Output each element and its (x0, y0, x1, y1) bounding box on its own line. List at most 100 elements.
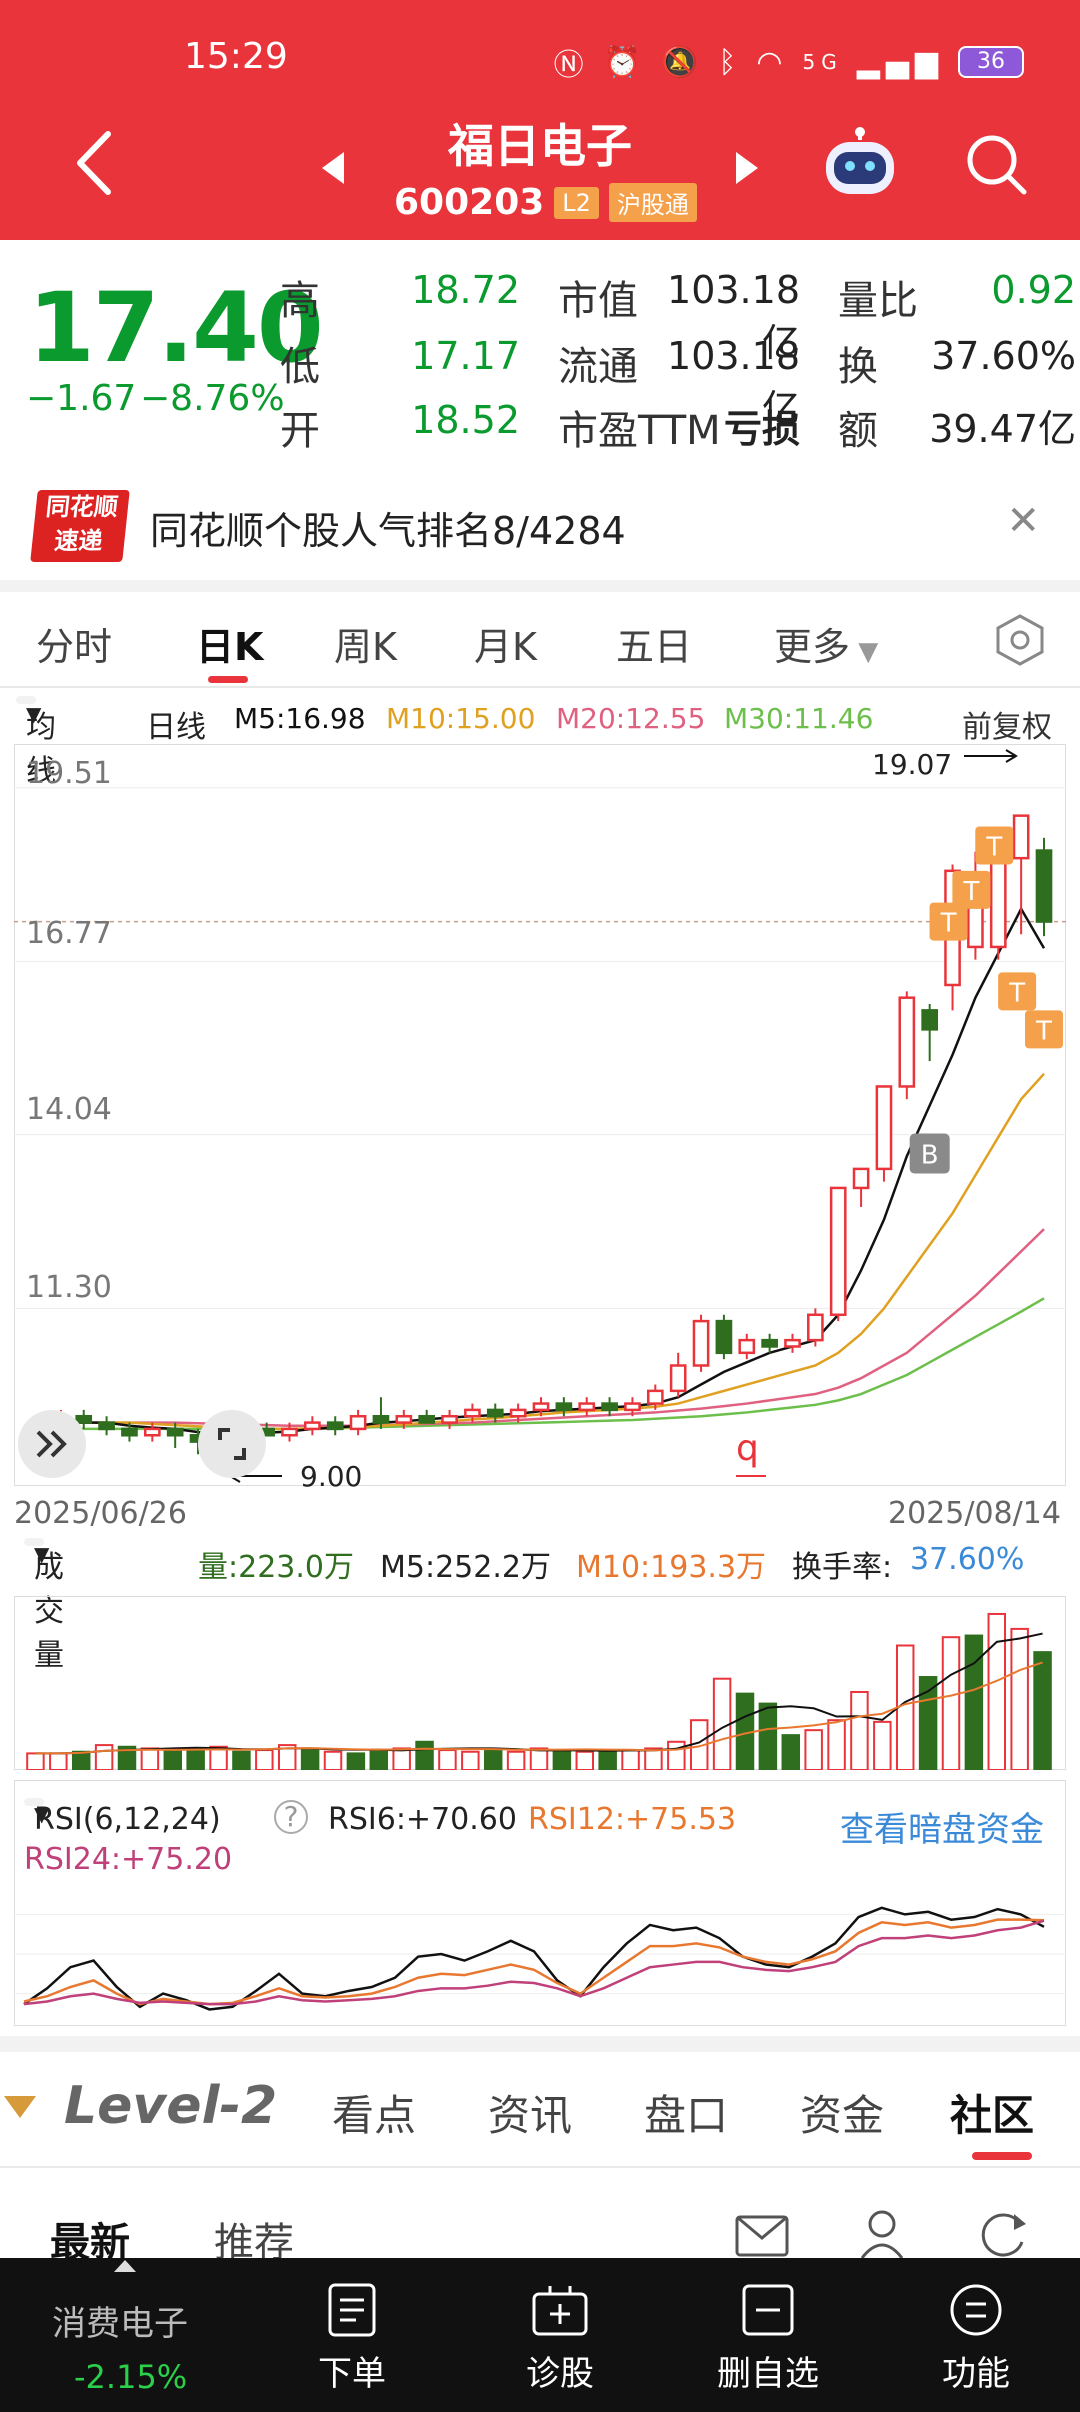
tab-five-day[interactable]: 五日 (616, 625, 693, 669)
rsi24-value: RSI24:+75.20 (24, 1842, 233, 1877)
sell-marker-label: T (985, 832, 1002, 862)
volume-bar (163, 1749, 183, 1770)
expand-sidebar-icon[interactable] (16, 1408, 88, 1480)
volume-bar (186, 1747, 205, 1770)
quote-value-mktcap: 103.18亿 (667, 268, 800, 365)
candle-body (509, 1408, 527, 1418)
rsi-chart-frame (14, 1780, 1066, 2026)
rsi-chart[interactable] (14, 1884, 1066, 2026)
order-button[interactable]: 下单 (282, 2282, 422, 2395)
tab-daily-k[interactable]: 日K (196, 625, 264, 669)
sell-marker-label: T (962, 877, 979, 907)
refresh-icon[interactable] (976, 2208, 1030, 2258)
back-arrow-icon[interactable] (70, 128, 120, 198)
price-change-pct: −8.76% (140, 378, 285, 419)
turnover-value: 37.60% (910, 1542, 1025, 1577)
robot-assistant-icon[interactable] (818, 126, 902, 202)
tab-funds[interactable]: 资金 (800, 2091, 885, 2140)
search-icon[interactable] (962, 130, 1032, 200)
quote-label-amount: 额 (838, 408, 878, 454)
volume-bar (941, 1636, 961, 1770)
level2-logo[interactable]: Level-2 (64, 2076, 278, 2136)
nav-divider (0, 2166, 1080, 2168)
candle-body (555, 1402, 573, 1412)
buy-marker (909, 1133, 950, 1174)
sell-marker-label: T (1008, 978, 1025, 1008)
status-time: 15:29 (184, 36, 288, 77)
prev-stock-icon[interactable] (318, 148, 348, 188)
volume-bar (529, 1747, 549, 1770)
candle-body (418, 1414, 436, 1424)
adjust-mode[interactable]: 前复权 (962, 710, 1052, 745)
diamond-icon (4, 2096, 36, 2118)
tab-highlights[interactable]: 看点 (332, 2091, 417, 2140)
quote-label-float: 流通 (558, 344, 638, 390)
ma-selector-label: 均线 (26, 710, 56, 789)
volume-selector[interactable]: 成交量 ▼ (24, 1538, 64, 1673)
minus-box-icon (742, 2284, 794, 2336)
quote-value-open: 18.52 (411, 398, 520, 442)
tab-more[interactable]: 更多 ▼ (774, 616, 878, 671)
volume-selector-label: 成交量 (34, 1550, 64, 1673)
ths-express-logo: 同花顺 速递 (30, 490, 130, 562)
candle-body (898, 996, 916, 1088)
tab-orderbook[interactable]: 盘口 (644, 2091, 729, 2140)
settings-hexagon-icon[interactable] (992, 612, 1048, 668)
remove-watchlist-button[interactable]: 删自选 (698, 2282, 838, 2395)
volume-m10-line (35, 1661, 1043, 1755)
sell-marker (952, 870, 991, 909)
sell-marker (998, 972, 1037, 1011)
volume-bar (781, 1734, 801, 1770)
volume-bar (552, 1749, 572, 1770)
signal-icon: ▂▄▆ (856, 44, 944, 80)
volume-bar (71, 1750, 91, 1770)
event-marker-q: q (736, 1428, 759, 1469)
stock-code: 600203 (394, 182, 545, 223)
next-stock-icon[interactable] (732, 148, 762, 188)
close-icon[interactable]: ✕ (1006, 498, 1040, 544)
ma-selector[interactable]: 均线 ▼ (16, 696, 56, 789)
volume-bar (438, 1749, 457, 1770)
volume-bar (255, 1749, 274, 1770)
turnover-label: 换手率: (792, 1550, 893, 1585)
section-divider (0, 580, 1080, 592)
functions-button[interactable]: 功能 (906, 2282, 1046, 2395)
volume-bar (277, 1744, 297, 1770)
stock-subline: 600203 L2 沪股通 (394, 182, 697, 223)
volume-bar (323, 1750, 343, 1770)
status-icons: Ⓝ ⏰ 🔕 ᛒ ◠ 5G ▂▄▆ 36 (554, 40, 1024, 84)
quote-value-volratio: 0.92 (991, 268, 1076, 312)
volume-bar (895, 1644, 915, 1770)
logo-line2: 速递 (52, 527, 104, 555)
candle-body (75, 1414, 93, 1424)
candle-body (281, 1427, 298, 1437)
popularity-banner[interactable]: 同花顺 速递 同花顺个股人气排名8/4284 ✕ (0, 470, 1080, 580)
sell-marker (1025, 1010, 1063, 1049)
quote-label-open: 开 (280, 408, 320, 454)
chevron-down-icon: ▼ (34, 1542, 50, 1566)
candle-body (601, 1402, 618, 1412)
help-icon[interactable]: ? (274, 1800, 308, 1834)
tab-weekly-k[interactable]: 周K (334, 625, 397, 669)
volume-chart[interactable] (14, 1596, 1066, 1770)
sector-name[interactable]: 消费电子 (52, 2304, 188, 2344)
tab-community[interactable]: 社区 (950, 2091, 1035, 2140)
tab-intraday[interactable]: 分时 (36, 625, 113, 669)
fullscreen-icon[interactable] (196, 1408, 268, 1480)
tab-news[interactable]: 资讯 (488, 2091, 573, 2140)
candle-body (761, 1338, 778, 1348)
diagnose-label: 诊股 (526, 2354, 594, 2394)
volume-bar (392, 1747, 411, 1770)
candle-body (829, 1186, 847, 1317)
candle-body (692, 1319, 710, 1367)
sector-change: -2.15% (74, 2358, 188, 2396)
dark-pool-link[interactable]: 查看暗盘资金 (840, 1810, 1044, 1850)
mail-icon[interactable] (734, 2214, 790, 2258)
tab-monthly-k[interactable]: 月K (474, 625, 537, 669)
user-icon[interactable] (858, 2208, 906, 2258)
quote-value-amount: 39.47亿 (929, 407, 1076, 451)
rsi-selector[interactable]: RSI(6,12,24) ▼ (24, 1798, 221, 1837)
diagnose-button[interactable]: 诊股 (490, 2282, 630, 2395)
candle-body (532, 1402, 550, 1412)
